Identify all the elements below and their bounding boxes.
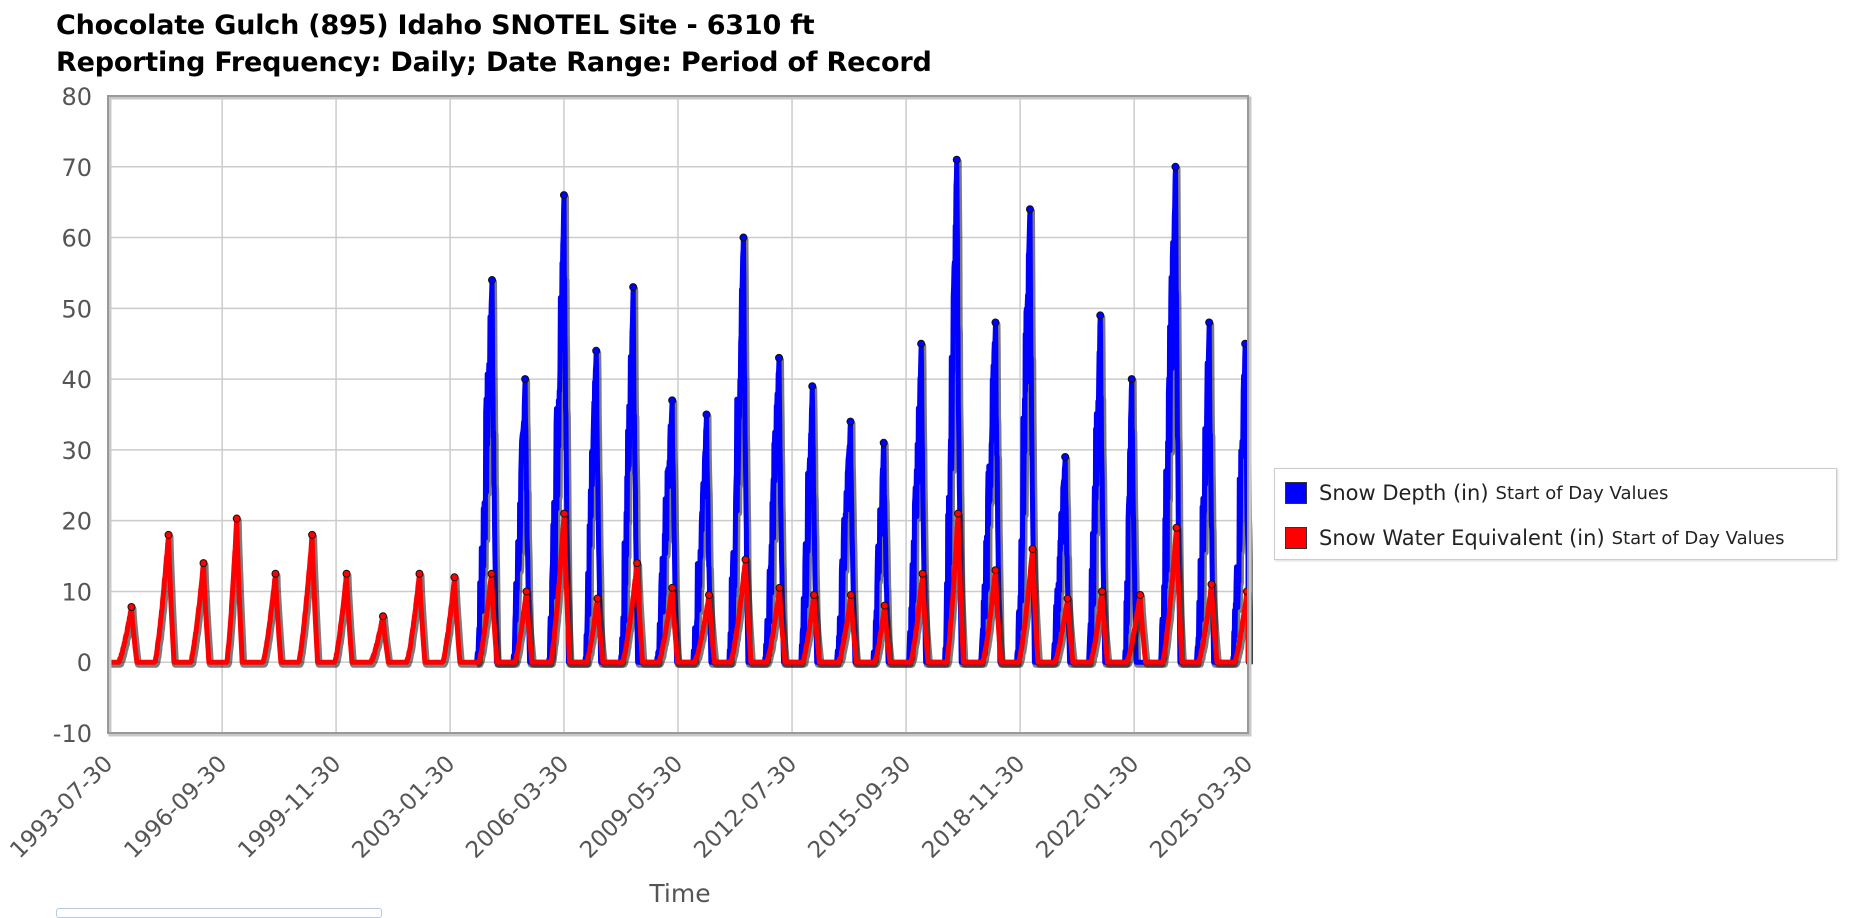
snow-depth-peak-point [592, 346, 601, 355]
legend-label: Snow Water Equivalent (in) [1319, 526, 1605, 550]
snow-depth-peak-point [1061, 452, 1070, 461]
series-layer [108, 155, 1253, 668]
x-tick-label: 2006-03-30 [461, 751, 574, 864]
y-axis-ticks: 80 70 60 50 40 30 20 10 0 -10 [53, 83, 92, 748]
y-tick-label: 60 [61, 225, 92, 253]
snow-depth-peak-point [991, 318, 1000, 327]
legend-swatch-snow-depth [1285, 482, 1307, 504]
snow-depth-peak-point [846, 417, 855, 426]
legend-item-snow-depth[interactable]: Snow Depth (in) Start of Day Values [1285, 478, 1668, 508]
swe-peak-point [1098, 587, 1107, 596]
x-tick-label: 1993-07-30 [5, 751, 118, 864]
swe-peak-point [522, 587, 531, 596]
y-tick-label: 10 [61, 578, 92, 606]
y-tick-label: 0 [77, 649, 92, 677]
legend-swatch-swe [1285, 527, 1307, 549]
swe-peak-point [164, 530, 173, 539]
swe-peak-point [918, 569, 927, 578]
swe-peak-point [775, 583, 784, 592]
snow-depth-peak-point [1205, 318, 1214, 327]
y-tick-label: 30 [61, 437, 92, 465]
swe-peak-point [127, 603, 136, 612]
swe-peak-point [1063, 594, 1072, 603]
x-tick-label: 2003-01-30 [347, 751, 460, 864]
swe-peak-point [633, 559, 642, 568]
swe-peak-point [1207, 580, 1216, 589]
x-tick-label: 2009-05-30 [575, 751, 688, 864]
swe-peak-point [487, 569, 496, 578]
snow-depth-peak-point [917, 339, 926, 348]
snow-depth-peak-point [739, 233, 748, 242]
swe-peak-point [232, 514, 241, 523]
swe-peak-point [810, 590, 819, 599]
swe-peak-point [450, 573, 459, 582]
snow-depth-peak-point [702, 410, 711, 419]
y-tick-label: 50 [61, 295, 92, 323]
snow-depth-peak-point [775, 353, 784, 362]
snow-depth-peak-point [1127, 375, 1136, 384]
snow-depth-peak-point [1171, 162, 1180, 171]
snow-depth-peak-point [488, 276, 497, 285]
swe-peak-point [741, 555, 750, 564]
swe-peak-point [271, 569, 280, 578]
plot-frame-shadow [108, 96, 1252, 737]
plot-border [107, 95, 1249, 734]
swe-peak-point [415, 569, 424, 578]
x-axis-ticks: 1993-07-30 1996-09-30 1999-11-30 2003-01-30… [5, 751, 1258, 864]
x-tick-label: 1999-11-30 [233, 751, 346, 864]
chart-legend[interactable]: Snow Depth (in) Start of Day Values Snow… [1274, 468, 1837, 560]
x-tick-label: 2012-07-30 [689, 751, 802, 864]
swe-peak-point [378, 612, 387, 621]
snow-depth-peak-point [521, 375, 530, 384]
snow-depth-peak-point [559, 191, 568, 200]
plot-frame [107, 95, 1252, 737]
y-tick-label: 80 [61, 83, 92, 111]
swe-peak-point [954, 509, 963, 518]
swe-peak-point [199, 559, 208, 568]
x-tick-label: 2022-01-30 [1031, 751, 1144, 864]
x-tick-label: 1996-09-30 [119, 751, 232, 864]
legend-label-suffix: Start of Day Values [1611, 527, 1785, 549]
legend-item-swe[interactable]: Snow Water Equivalent (in) Start of Day … [1285, 523, 1784, 553]
snow-depth-peak-point [668, 396, 677, 405]
y-tick-label: -10 [53, 720, 92, 748]
swe-peak-point [593, 594, 602, 603]
snow-depth-peak-point [1096, 311, 1105, 320]
swe-peak-point [880, 601, 889, 610]
y-tick-label: 70 [61, 154, 92, 182]
snow-depth-peak-point [952, 155, 961, 164]
swe-peak-point [1028, 544, 1037, 553]
legend-label: Snow Depth (in) [1319, 481, 1489, 505]
x-axis-label: Time [648, 879, 710, 908]
x-tick-label: 2015-09-30 [803, 751, 916, 864]
legend-label-suffix: Start of Day Values [1495, 482, 1669, 504]
y-tick-label: 20 [61, 508, 92, 536]
x-tick-label: 2018-11-30 [917, 751, 1030, 864]
snow-depth-peak-point [1025, 205, 1034, 214]
snow-depth-peak-point [629, 283, 638, 292]
swe-peak-point [308, 530, 317, 539]
swe-peak-point [846, 590, 855, 599]
chart-title: Chocolate Gulch (895) Idaho SNOTEL Site … [56, 10, 815, 41]
footer-control[interactable] [56, 908, 382, 918]
swe-peak-point [1172, 523, 1181, 532]
snow-depth-peak-point [808, 382, 817, 391]
snow-depth-line [474, 157, 1251, 665]
chart-subtitle: Reporting Frequency: Daily; Date Range: … [56, 47, 932, 78]
swe-peak-point [1136, 590, 1145, 599]
y-tick-label: 40 [61, 366, 92, 394]
swe-peak-point [342, 569, 351, 578]
swe-peak-point [705, 590, 714, 599]
swe-peak-point [991, 566, 1000, 575]
x-tick-label: 2025-03-30 [1145, 751, 1258, 864]
swe-peak-point [668, 583, 677, 592]
swe-peak-point [560, 509, 569, 518]
snow-depth-peak-point [879, 438, 888, 447]
